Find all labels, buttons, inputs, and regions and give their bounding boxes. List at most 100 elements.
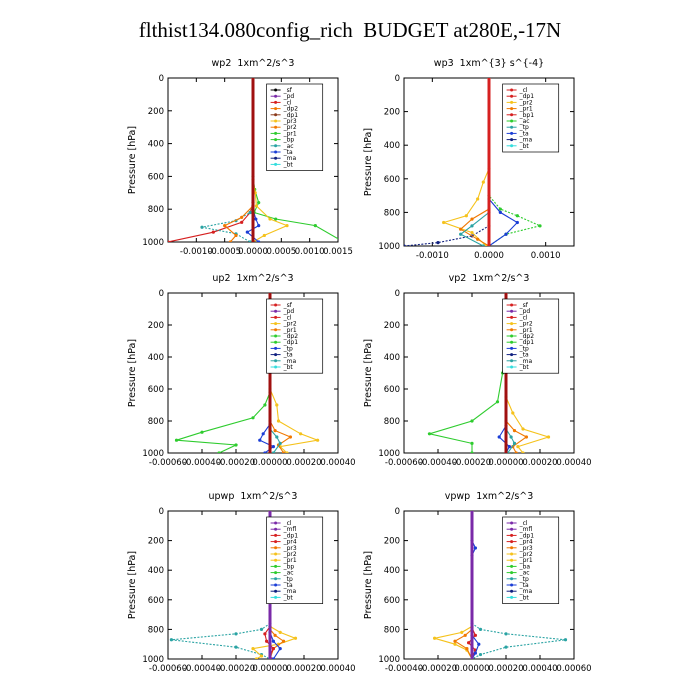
data-point (515, 220, 519, 225)
data-point (261, 432, 265, 436)
legend-label: _cl (283, 99, 292, 106)
legend-marker (510, 558, 514, 562)
legend-label: _pd (283, 308, 295, 315)
legend-label: _pr3 (283, 545, 297, 552)
legend-marker (510, 527, 514, 531)
legend-marker (274, 309, 278, 313)
y-axis-label: Pressure [hPa] (127, 126, 138, 194)
legend-label: _ta (519, 582, 529, 589)
legend-marker (274, 595, 278, 599)
y-axis-label: Pressure [hPa] (127, 551, 138, 619)
series-sf (251, 78, 255, 242)
data-point (268, 451, 272, 453)
legend-marker (274, 533, 278, 537)
x-tick-label: 0.00020 (286, 664, 321, 674)
legend-marker (510, 340, 514, 344)
data-point (476, 237, 480, 241)
legend-label: _ta (519, 352, 529, 359)
y-tick-label: 400 (148, 140, 164, 150)
legend-marker (274, 315, 278, 319)
series-line (434, 511, 473, 659)
data-point (442, 220, 446, 225)
x-tick-label: 0.00000 (252, 458, 287, 468)
data-point (258, 438, 262, 442)
data-point (470, 230, 474, 235)
legend-label: _dp2 (283, 333, 299, 340)
x-tick-label: 0.00060 (556, 664, 591, 674)
series-line (171, 511, 271, 659)
y-tick-label: 400 (384, 566, 400, 576)
x-tick-label: 0.0015 (323, 247, 353, 257)
data-point (251, 416, 255, 420)
legend-marker (274, 521, 278, 525)
y-tick-label: 600 (148, 385, 164, 395)
legend-label: _bt (519, 143, 530, 150)
legend-marker (510, 353, 514, 357)
y-tick-label: 0 (395, 289, 400, 299)
data-point (273, 429, 277, 433)
data-point (299, 432, 303, 436)
chart-panel-5: upwp 1xm^2/s^302004006008001000-0.00060-… (127, 491, 356, 674)
data-point (200, 430, 204, 434)
legend-label: _mfl (519, 526, 533, 533)
data-point (268, 657, 272, 659)
y-tick-label: 0 (395, 74, 400, 84)
legend-marker (510, 334, 514, 338)
x-tick-label: -0.00040 (183, 664, 221, 674)
legend-marker (510, 346, 514, 350)
data-point (248, 240, 252, 242)
legend-marker (274, 125, 278, 129)
y-tick-label: 200 (384, 537, 400, 547)
x-tick-label: 0.00000 (488, 458, 523, 468)
legend-marker (510, 138, 514, 142)
y-tick-label: 200 (148, 537, 164, 547)
legend-label: _bp (283, 137, 295, 144)
data-point (478, 652, 483, 657)
data-point (470, 451, 474, 453)
legend-label: _pr1 (283, 327, 297, 334)
data-point (223, 224, 227, 228)
data-point (515, 214, 519, 218)
data-point (217, 451, 221, 453)
y-tick-label: 200 (384, 108, 400, 118)
panel-title: vp2 1xm^2/s^3 (449, 273, 530, 284)
x-tick-label: -0.00060 (149, 458, 187, 468)
y-tick-label: 400 (384, 141, 400, 151)
legend-marker (274, 144, 278, 148)
chart-panel-6: vpwp 1xm^2/s^3 0 200 400 600 800 1000-0.00040-… (363, 491, 592, 674)
legend-label: _ma (283, 155, 297, 162)
y-axis-label: Pressure [hPa] (363, 128, 374, 196)
data-point (234, 645, 238, 649)
y-tick-label: 0 (159, 507, 164, 517)
legend-label: _bt (283, 594, 294, 601)
legend-label: _pr4 (519, 539, 533, 546)
legend-marker (274, 162, 278, 166)
legend-marker (274, 131, 278, 135)
legend-label: _pr1 (283, 557, 297, 564)
legend: _cl_mfl_dp1_pr4_pr3_pr2_pr1_bp_ac_tp_ta_… (266, 516, 324, 604)
y-tick-label: 0 (159, 289, 164, 299)
legend-label: _pr2 (519, 551, 533, 558)
data-point (524, 435, 529, 439)
legend-label: _tp (519, 576, 529, 583)
data-point (257, 201, 261, 205)
legend-marker (510, 125, 514, 129)
legend-label: _bt (519, 364, 530, 371)
series-cl (470, 511, 474, 659)
data-point (511, 411, 515, 415)
chart-panel-4: vp2 1xm^2/s^302004006008001000-0.00060-0… (363, 273, 592, 468)
chart-panel-2: wp3 1xm^{3} s^{-4} 0 200 400 600 800 1000 -0.00… (363, 58, 575, 261)
data-point (288, 435, 292, 439)
legend-label: _pr1 (519, 327, 533, 334)
data-point (285, 451, 289, 453)
legend-marker (274, 571, 278, 575)
x-tick-label: -0.00040 (385, 664, 423, 674)
data-point (278, 441, 282, 445)
legend-marker (510, 131, 514, 135)
legend-label: _mfl (283, 526, 297, 533)
data-point (240, 220, 244, 224)
legend-label: _ma (283, 358, 297, 365)
x-tick-label: 0.00000 (252, 664, 287, 674)
legend-label: _pr3 (519, 545, 533, 552)
